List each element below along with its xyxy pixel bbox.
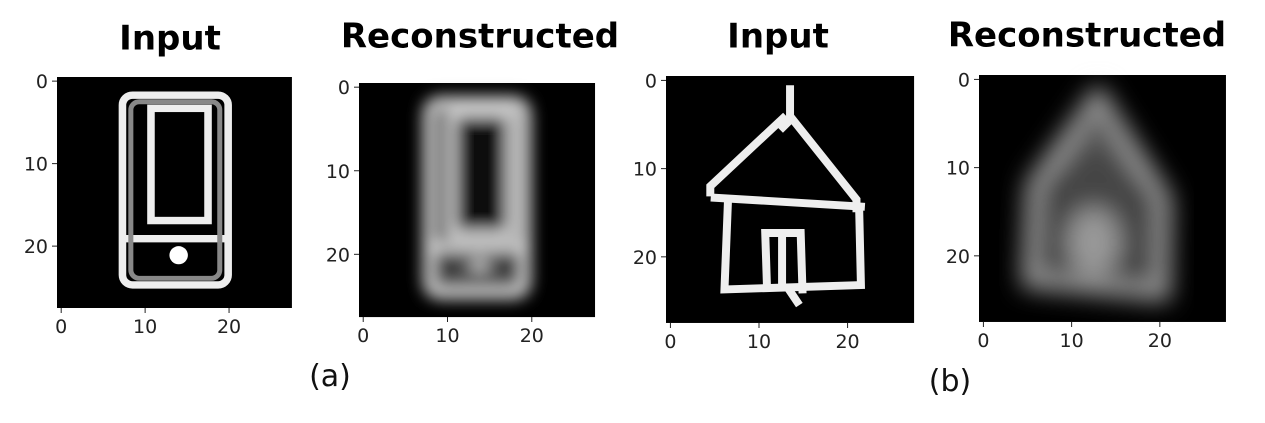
y-tick-label: 20 (326, 244, 350, 266)
x-tick-label: 10 (133, 316, 157, 338)
x-tick-label: 10 (435, 325, 459, 347)
panel-caption: (a) (309, 359, 351, 394)
panel-title: Reconstructed (341, 17, 619, 57)
x-tick-label: 10 (747, 331, 771, 353)
y-tick-label: 0 (645, 70, 657, 92)
x-tick-label: 10 (1060, 330, 1084, 352)
x-tick-label: 0 (977, 330, 989, 352)
y-tick-label: 10 (24, 154, 48, 176)
y-tick-label: 20 (633, 247, 657, 269)
y-tick-label: 0 (36, 71, 48, 93)
y-tick-label: 0 (338, 77, 350, 99)
x-tick-label: 0 (357, 325, 369, 347)
x-tick-label: 0 (664, 331, 676, 353)
panel-title: Input (727, 17, 829, 57)
panel-title: Input (119, 19, 221, 59)
x-tick-label: 20 (835, 331, 859, 353)
x-tick-label: 20 (217, 316, 241, 338)
y-tick-label: 20 (24, 236, 48, 258)
y-tick-label: 0 (958, 69, 970, 91)
y-tick-label: 20 (946, 246, 970, 268)
y-tick-label: 10 (326, 161, 350, 183)
y-tick-label: 10 (946, 158, 970, 180)
input-phone-image (57, 77, 292, 308)
x-tick-label: 20 (520, 325, 544, 347)
x-tick-label: 0 (55, 316, 67, 338)
y-tick-label: 10 (633, 159, 657, 181)
input-house-image (666, 76, 915, 323)
panel-caption: (b) (929, 364, 971, 399)
reconstructed-house-image (979, 75, 1226, 322)
reconstructed-phone-image (359, 83, 596, 318)
panel-title: Reconstructed (948, 16, 1226, 56)
x-tick-label: 20 (1148, 330, 1172, 352)
